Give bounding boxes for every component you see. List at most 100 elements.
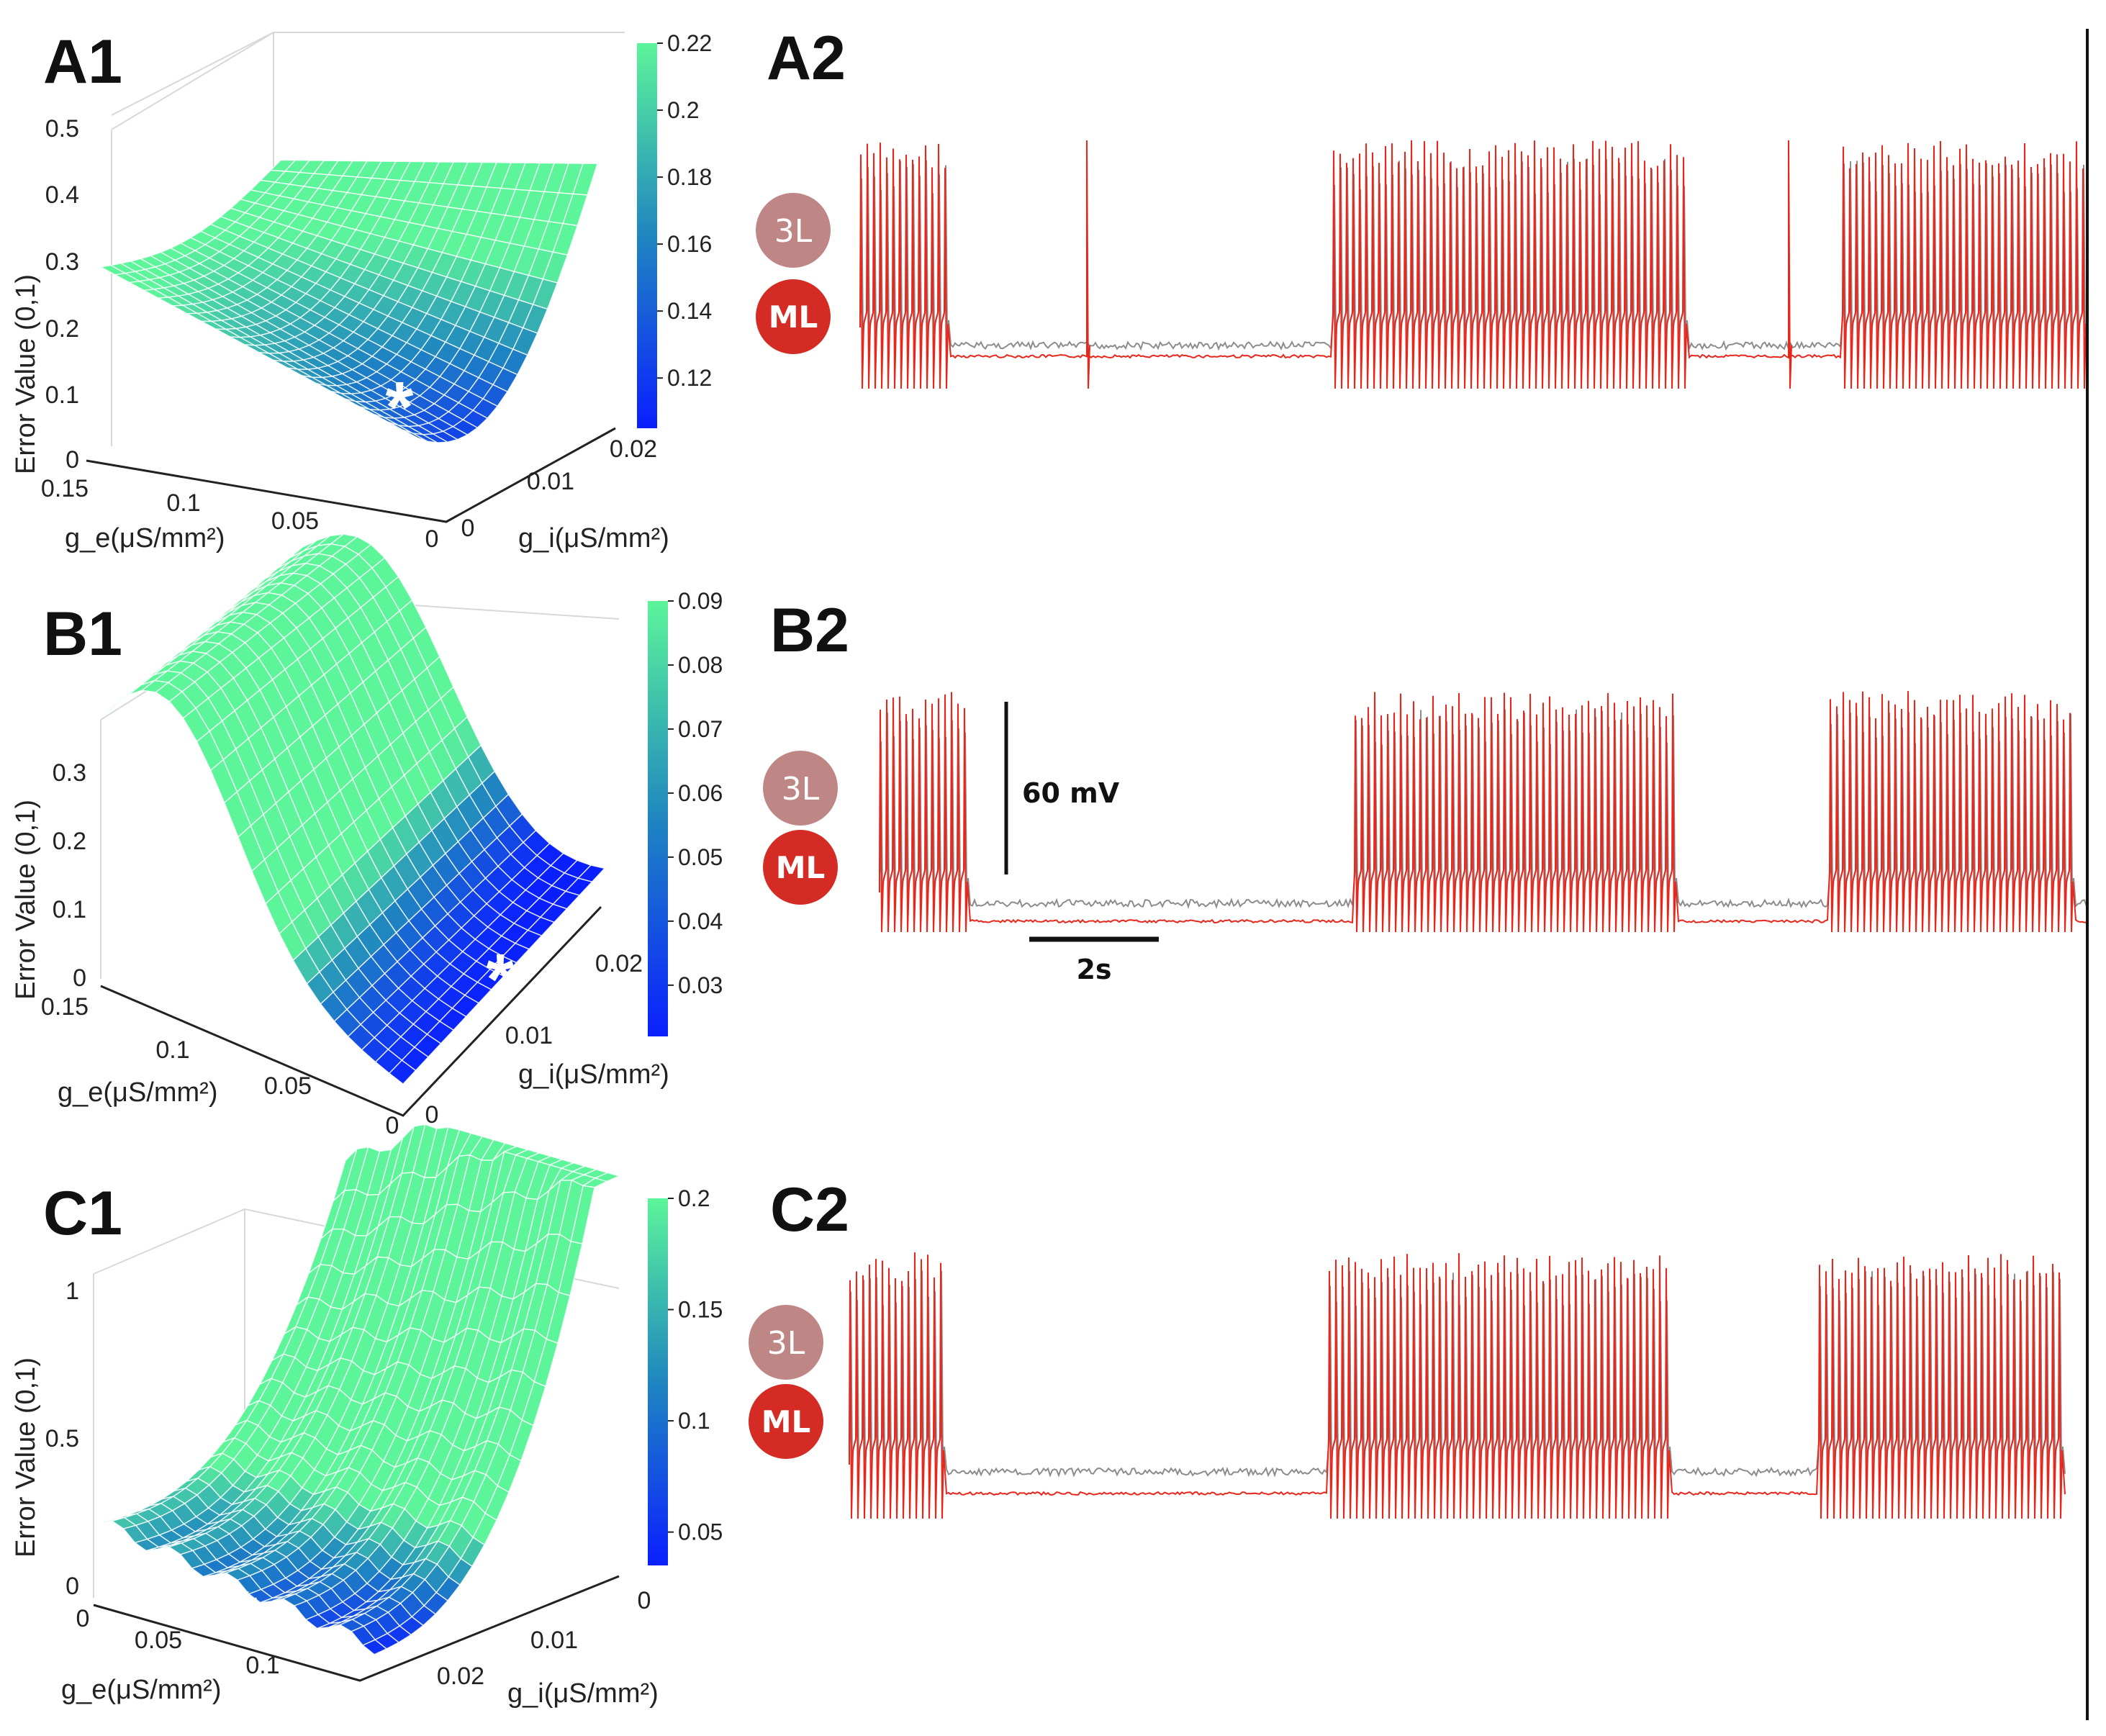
b2-badge-ml (763, 830, 838, 905)
b2-time-label: 2s (1076, 954, 1111, 985)
a1-ylabel: g_i(μS/mm²) (518, 523, 669, 553)
surface-patch (203, 1570, 227, 1578)
b1-surface (100, 533, 606, 1085)
tick-label: 0.1 (45, 381, 79, 409)
tick-label: 0.15 (41, 993, 89, 1021)
c1-z-ticks: 00.51 (45, 1278, 79, 1600)
b1-colorbar (648, 601, 668, 1036)
surface-patch (317, 1622, 341, 1629)
a2-badge-3l (756, 193, 831, 268)
tick-label: 0.1 (245, 1652, 279, 1679)
b1-z-ticks: 0 0.1 0.2 0.3 (53, 759, 86, 992)
surface-patch (260, 1596, 284, 1604)
panel-a2: A2 3L ML (756, 24, 2087, 389)
colorbar-tick-label: 0.05 (678, 844, 723, 870)
tick-label: 0.3 (45, 248, 79, 276)
tick-label: 0 (65, 1573, 79, 1600)
c1-surface (100, 1124, 621, 1655)
b2-voltage-label: 60 mV (1022, 777, 1120, 809)
c1-xlabel: g_e(μS/mm²) (61, 1675, 221, 1705)
a2-badge-3l-label: 3L (774, 213, 813, 250)
b1-cb-ticks: 0.09 0.08 0.07 0.06 0.05 0.04 0.03 (668, 588, 723, 998)
colorbar-tick-label: 0.08 (678, 652, 723, 678)
panel-b1: B1 0 0.1 0.2 0.3 0.15 0.1 0.05 0 0 0.01 0.02 Err… (11, 533, 723, 1139)
c1-axes (93, 1575, 620, 1682)
colorbar-tick-label: 0.15 (678, 1297, 723, 1323)
colorbar-tick-label: 0.2 (678, 1185, 710, 1211)
c1-zlabel: Error Value (0,1) (11, 1357, 41, 1558)
b2-badge-3l (763, 751, 838, 826)
c1-cb-ticks: 0.2 0.15 0.1 0.05 (668, 1185, 723, 1545)
tick-label: 0.01 (505, 1022, 553, 1049)
tick-label: 0 (638, 1587, 651, 1614)
panel-label-a1: A1 (43, 27, 122, 96)
b1-ge-ticks: 0.15 0.1 0.05 0 (41, 993, 399, 1139)
surface-patch (100, 694, 128, 718)
tick-label: 0 (425, 525, 439, 553)
c2-trace-ml (849, 1252, 2066, 1519)
b2-badge-3l-label: 3L (782, 771, 820, 808)
b2-trace-ml (879, 691, 2087, 933)
tick-label: 0.1 (155, 1036, 189, 1064)
tick-label: 0.01 (530, 1627, 578, 1654)
tick-label: 0.2 (45, 315, 79, 343)
colorbar-tick-label: 0.14 (667, 298, 712, 324)
colorbar-tick-label: 0.18 (667, 164, 712, 190)
a2-trace-ml (859, 140, 2087, 389)
tick-label: 0.05 (135, 1627, 182, 1654)
panel-label-b1: B1 (43, 600, 122, 669)
a1-gi-ticks: 0 0.01 0.02 (461, 435, 658, 542)
tick-label: 1 (65, 1278, 79, 1305)
c1-ge-ticks: 0 0.05 0.1 (76, 1605, 280, 1679)
b1-zlabel: Error Value (0,1) (11, 800, 41, 1000)
panel-label-c2: C2 (770, 1175, 849, 1244)
tick-label: 0 (73, 964, 86, 992)
panel-label-b2: B2 (770, 596, 849, 665)
colorbar-tick-label: 0.06 (678, 780, 723, 806)
a2-badge-ml (756, 279, 831, 354)
b1-axes (100, 905, 602, 1117)
colorbar-tick-label: 0.2 (667, 97, 699, 123)
colorbar-tick-label: 0.1 (678, 1408, 710, 1434)
b2-badge-ml-label: ML (776, 850, 826, 885)
surface-patch (388, 1059, 417, 1085)
a1-axes (86, 427, 616, 523)
surface-patch (146, 1545, 171, 1552)
panel-label-c1: C1 (43, 1179, 122, 1248)
panel-c2: C2 3L ML (749, 1175, 2066, 1519)
surface-patch (421, 433, 450, 443)
tick-label: 0.2 (53, 828, 86, 855)
b1-gi-ticks: 0 0.01 0.02 (425, 950, 643, 1129)
c2-badge-ml-label: ML (761, 1404, 811, 1439)
colorbar-tick-label: 0.16 (667, 231, 712, 257)
tick-label: 0.5 (45, 1425, 79, 1452)
c2-badge-3l (749, 1305, 823, 1380)
tick-label: 0.1 (53, 896, 86, 923)
colorbar-tick-label: 0.05 (678, 1519, 723, 1545)
a2-badge-ml-label: ML (769, 299, 818, 335)
a1-xlabel: g_e(μS/mm²) (65, 523, 225, 553)
a1-colorbar (637, 43, 657, 428)
a1-cb-ticks: 0.22 0.2 0.18 0.16 0.14 0.12 (657, 30, 712, 391)
tick-label: 0.02 (610, 435, 657, 463)
tick-label: 0.05 (264, 1072, 312, 1100)
panel-a1: A1 0 0.1 0.2 0.3 0.4 0.5 0.15 0.1 0.05 0 0 0.01 0.… (11, 27, 712, 553)
c1-colorbar (648, 1198, 668, 1565)
colorbar-tick-label: 0.03 (678, 972, 723, 998)
c1-ylabel: g_i(μS/mm²) (507, 1678, 659, 1709)
tick-label: 0.02 (437, 1663, 484, 1690)
c1-gi-ticks: 0 0.01 0.02 (437, 1587, 651, 1690)
tick-label: 0 (461, 515, 475, 542)
a1-min-marker: * (386, 367, 414, 448)
surface-patch (361, 1639, 388, 1655)
colorbar-tick-label: 0.09 (678, 588, 723, 614)
a1-zlabel: Error Value (0,1) (11, 274, 41, 474)
a1-ge-ticks: 0.15 0.1 0.05 0 (41, 475, 439, 553)
tick-label: 0.15 (41, 475, 89, 502)
c1-min-marker: * (231, 1576, 259, 1657)
b1-ylabel: g_i(μS/mm²) (518, 1059, 669, 1090)
colorbar-tick-label: 0.04 (678, 908, 723, 934)
tick-label: 0.05 (271, 507, 319, 535)
colorbar-tick-label: 0.07 (678, 716, 723, 742)
